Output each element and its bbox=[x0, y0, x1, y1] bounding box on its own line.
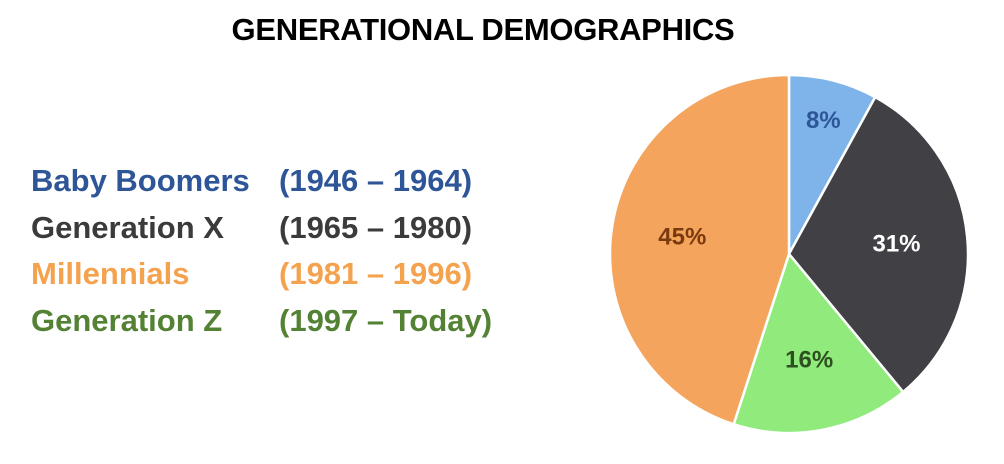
legend-name: Baby Boomers bbox=[31, 163, 250, 198]
legend-name: Generation X bbox=[31, 209, 224, 245]
pie-slice-label: 45% bbox=[658, 224, 706, 251]
pie-slice-label: 31% bbox=[872, 230, 920, 257]
legend-years: (1997 – Today) bbox=[279, 302, 493, 338]
pie-slice-baby-boomers bbox=[787, 73, 877, 256]
pie-slice-label: 16% bbox=[785, 347, 833, 374]
pie-slice-generation-z bbox=[732, 252, 905, 435]
chart-title: GENERATIONAL DEMOGRAPHICS bbox=[231, 12, 735, 47]
pie-slice-millennials bbox=[608, 73, 791, 426]
pie-slice-generation-x bbox=[787, 95, 970, 394]
pie-slice-label: 8% bbox=[806, 107, 841, 134]
legend-years: (1946 – 1964) bbox=[279, 163, 473, 198]
legend-years: (1965 – 1980) bbox=[279, 209, 473, 245]
legend-years: (1981 – 1996) bbox=[279, 256, 473, 291]
legend-name: Generation Z bbox=[31, 302, 223, 338]
legend-name: Millennials bbox=[31, 256, 190, 291]
